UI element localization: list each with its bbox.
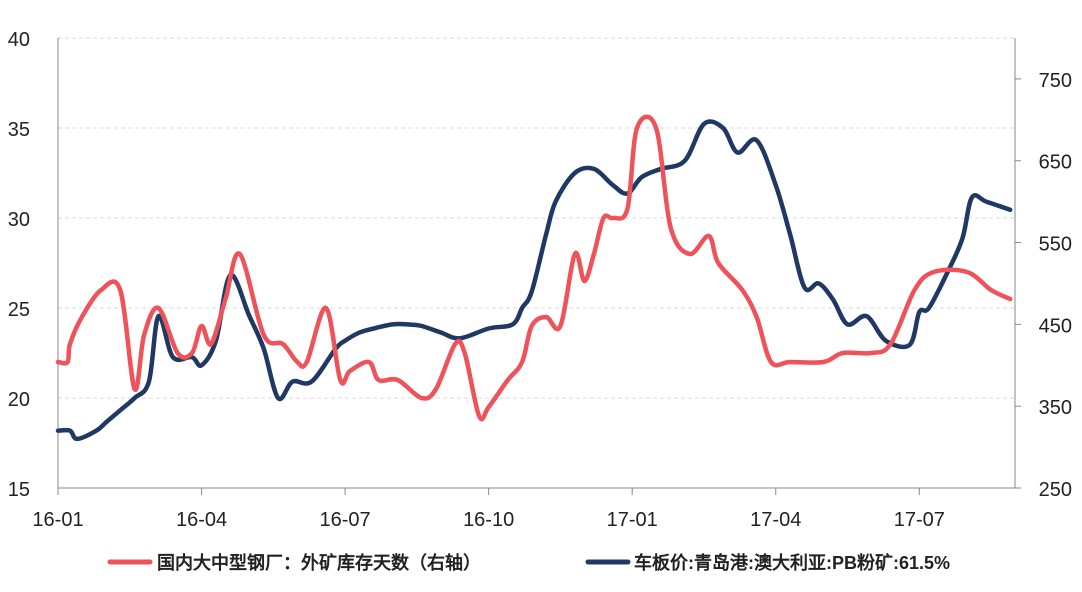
axes: 15 20 25 30 35 40 250 350 450 550 650 750 16-01 16-04… — [8, 29, 1072, 531]
left-axis-tick-label: 35 — [8, 119, 30, 141]
left-axis-tick-label: 40 — [8, 29, 30, 51]
right-axis-tick-label: 450 — [1039, 315, 1072, 337]
legend-label-pb-fines-price: 车板价:青岛港:澳大利亚:PB粉矿:61.5% — [634, 552, 950, 573]
series-layer — [55, 114, 1013, 442]
left-axis-tick-label: 25 — [8, 299, 30, 321]
x-axis-tick-label: 16-01 — [32, 509, 83, 531]
left-axis-tick-label: 20 — [8, 389, 30, 411]
right-axis-tick-label: 250 — [1039, 479, 1072, 501]
right-axis-tick-label: 750 — [1039, 70, 1072, 92]
x-axis-tick-label: 16-07 — [320, 509, 371, 531]
right-axis-tick-label: 650 — [1039, 152, 1072, 174]
right-axis-tick-label: 350 — [1039, 397, 1072, 419]
legend-label-inventory-days: 国内大中型钢厂：外矿库存天数（右轴） — [157, 552, 481, 573]
series-line-inventory-days — [55, 114, 1013, 422]
x-axis-tick-label: 17-01 — [607, 509, 658, 531]
x-axis-tick-label: 16-04 — [176, 509, 227, 531]
gridlines — [58, 37, 1015, 399]
legend: 国内大中型钢厂：外矿库存天数（右轴） 车板价:青岛港:澳大利亚:PB粉矿:61.… — [107, 552, 950, 573]
series-line-pb-fines-price — [55, 119, 1013, 442]
x-axis-tick-label: 16-10 — [463, 509, 514, 531]
left-axis-tick-label: 15 — [8, 479, 30, 501]
right-axis-tick-label: 550 — [1039, 234, 1072, 256]
x-axis-tick-label: 17-07 — [894, 509, 945, 531]
left-axis-tick-label: 30 — [8, 209, 30, 231]
x-axis-tick-label: 17-04 — [750, 509, 801, 531]
